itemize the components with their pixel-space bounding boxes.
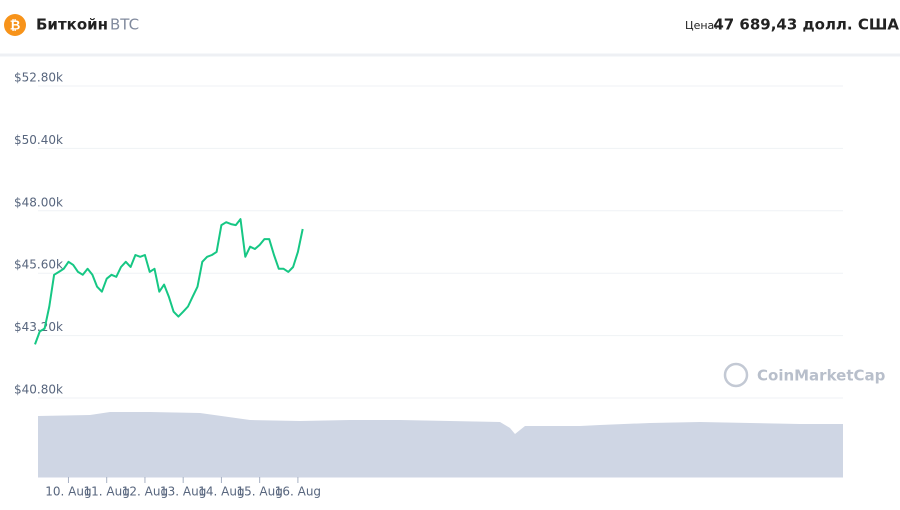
coin-symbol: BTC <box>110 16 139 34</box>
watermark-text: CoinMarketCap <box>757 367 886 385</box>
price-line <box>34 218 304 345</box>
watermark: CoinMarketCap <box>723 362 886 388</box>
x-tick-label: 16. Aug <box>275 485 321 499</box>
coin-name: Биткойн <box>36 16 108 34</box>
header-bar <box>0 0 900 54</box>
price-label: Цена: <box>685 19 718 32</box>
x-tick-label: 13. Aug <box>160 485 206 499</box>
price: 47 689,43 долл. США <box>713 16 899 34</box>
x-tick-label: 15. Aug <box>236 485 282 499</box>
y-tick-label: $52.80k <box>14 71 63 85</box>
x-tick-label: 10. Aug <box>45 485 91 499</box>
y-tick-label: $43.20k <box>14 320 63 334</box>
y-tick-label: $50.40k <box>14 133 63 147</box>
x-tick-label: 11. Aug <box>84 485 130 499</box>
coin-icon <box>4 14 26 36</box>
x-tick-label: 12. Aug <box>122 485 168 499</box>
y-tick-label: $45.60k <box>14 258 63 272</box>
y-tick-label: $48.00k <box>14 195 63 209</box>
x-tick-label: 14. Aug <box>198 485 244 499</box>
y-tick-label: $40.80k <box>14 383 63 397</box>
coin-icon-glyph: ₿ <box>10 19 21 34</box>
watermark-logo <box>723 362 749 388</box>
volume-area <box>38 412 843 477</box>
